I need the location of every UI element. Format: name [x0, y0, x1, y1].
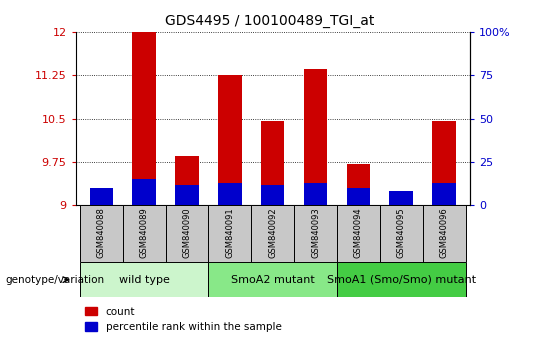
- Bar: [132, 179, 156, 205]
- Bar: [380, 205, 423, 262]
- Text: GSM840089: GSM840089: [140, 207, 149, 258]
- Bar: [90, 196, 113, 205]
- Bar: [294, 205, 337, 262]
- Text: GSM840088: GSM840088: [97, 207, 106, 258]
- Bar: [132, 32, 156, 205]
- Text: wild type: wild type: [119, 275, 170, 285]
- Bar: [90, 188, 113, 205]
- Text: SmoA2 mutant: SmoA2 mutant: [231, 275, 315, 285]
- Text: SmoA1 (Smo/Smo) mutant: SmoA1 (Smo/Smo) mutant: [327, 275, 476, 285]
- Text: GSM840092: GSM840092: [268, 207, 277, 258]
- Bar: [175, 156, 199, 205]
- Bar: [304, 183, 327, 205]
- Bar: [433, 121, 456, 205]
- Bar: [337, 205, 380, 262]
- Text: GSM840093: GSM840093: [311, 207, 320, 258]
- Text: genotype/variation: genotype/variation: [5, 275, 105, 285]
- Bar: [261, 184, 285, 205]
- Bar: [166, 205, 208, 262]
- Bar: [347, 164, 370, 205]
- Text: GSM840094: GSM840094: [354, 207, 363, 258]
- Bar: [337, 262, 465, 297]
- Bar: [175, 184, 199, 205]
- Bar: [218, 75, 241, 205]
- Bar: [208, 262, 337, 297]
- Bar: [261, 121, 285, 205]
- Bar: [304, 69, 327, 205]
- Bar: [80, 205, 123, 262]
- Bar: [251, 205, 294, 262]
- Text: GSM840096: GSM840096: [440, 207, 449, 258]
- Legend: count, percentile rank within the sample: count, percentile rank within the sample: [81, 303, 286, 336]
- Bar: [433, 183, 456, 205]
- Bar: [80, 262, 208, 297]
- Bar: [347, 188, 370, 205]
- Text: GSM840090: GSM840090: [183, 207, 192, 258]
- Bar: [389, 192, 413, 205]
- Bar: [208, 205, 251, 262]
- Text: GDS4495 / 100100489_TGI_at: GDS4495 / 100100489_TGI_at: [165, 14, 375, 28]
- Bar: [218, 183, 241, 205]
- Text: GSM840091: GSM840091: [225, 207, 234, 258]
- Text: GSM840095: GSM840095: [397, 207, 406, 258]
- Bar: [389, 201, 413, 205]
- Bar: [123, 205, 166, 262]
- Bar: [423, 205, 465, 262]
